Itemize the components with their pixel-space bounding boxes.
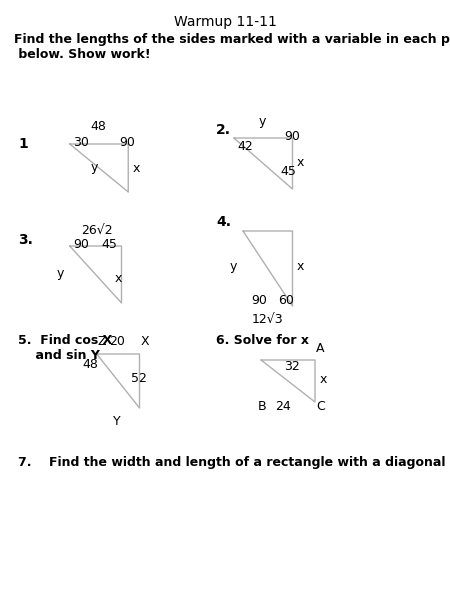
Text: A: A — [316, 342, 325, 355]
Text: 60: 60 — [278, 293, 294, 307]
Text: 90: 90 — [119, 136, 135, 149]
Text: 26√2: 26√2 — [81, 223, 112, 236]
Text: and sin Y: and sin Y — [18, 349, 100, 362]
Text: x: x — [115, 272, 122, 286]
Text: Find the lengths of the sides marked with a variable in each problem: Find the lengths of the sides marked wit… — [14, 33, 450, 46]
Text: C: C — [316, 400, 325, 413]
Text: 5.  Find cos X: 5. Find cos X — [18, 334, 112, 347]
Text: 6. Solve for x: 6. Solve for x — [216, 334, 309, 347]
Text: 3.: 3. — [18, 233, 33, 247]
Text: y: y — [230, 260, 237, 274]
Text: 52: 52 — [131, 371, 147, 385]
Text: Y: Y — [113, 415, 120, 428]
Text: 30: 30 — [73, 136, 89, 149]
Text: 7.    Find the width and length of a rectangle with a diagonal = 44.: 7. Find the width and length of a rectan… — [18, 456, 450, 469]
Text: x: x — [133, 161, 140, 175]
Text: 90: 90 — [284, 130, 300, 143]
Text: 32: 32 — [284, 359, 300, 373]
Text: below. Show work!: below. Show work! — [14, 48, 150, 61]
Text: Z: Z — [98, 335, 106, 348]
Text: x: x — [297, 155, 304, 169]
Text: Warmup 11-11: Warmup 11-11 — [174, 15, 276, 29]
Text: X: X — [140, 335, 149, 348]
Text: 12√3: 12√3 — [252, 313, 283, 326]
Text: 90: 90 — [251, 293, 267, 307]
Text: 48: 48 — [90, 120, 106, 133]
Text: 48: 48 — [82, 358, 98, 371]
Text: 90: 90 — [73, 238, 89, 251]
Text: 2.: 2. — [216, 123, 231, 137]
Text: 1: 1 — [18, 137, 28, 151]
Text: 45: 45 — [101, 238, 117, 251]
Text: x: x — [320, 373, 327, 386]
Text: B: B — [257, 400, 266, 413]
Text: 42: 42 — [237, 140, 253, 154]
Text: x: x — [297, 260, 304, 274]
Text: 45: 45 — [281, 165, 297, 178]
Text: 20: 20 — [109, 335, 125, 348]
Text: y: y — [91, 161, 98, 175]
Text: y: y — [57, 266, 64, 280]
Text: 24: 24 — [274, 400, 291, 413]
Text: y: y — [259, 115, 266, 128]
Text: 4.: 4. — [216, 215, 231, 229]
